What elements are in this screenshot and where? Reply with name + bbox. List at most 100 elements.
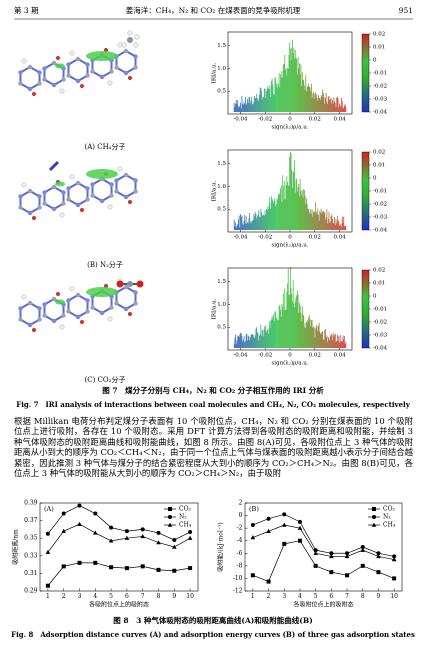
atom <box>61 313 66 318</box>
panel-caption: (A) CH₄分子 <box>84 142 125 151</box>
y-tick-label: 0.5 <box>217 325 226 331</box>
y-tick-label: 0.5 <box>217 207 226 213</box>
legend-label: N₂ <box>179 514 187 521</box>
bond-ring <box>115 49 137 75</box>
data-point <box>250 573 255 578</box>
colorbar-tick-label: -0.03 <box>373 215 388 221</box>
x-tick-label: 0.02 <box>309 117 321 123</box>
atom <box>42 190 47 195</box>
atom <box>51 184 57 190</box>
gas-atom <box>133 42 139 48</box>
x-axis-label: 各吸附位点上的吸附态 <box>293 601 353 609</box>
x-tick-label: 4 <box>93 593 97 600</box>
atom <box>133 290 138 295</box>
atom <box>66 298 71 303</box>
atom <box>66 186 71 191</box>
h-atom <box>21 182 27 188</box>
h-atom <box>59 212 65 218</box>
data-point <box>345 551 350 556</box>
data-point <box>187 535 193 540</box>
o-atom <box>80 320 84 324</box>
x-tick-label: -0.04 <box>233 235 248 241</box>
h-atom <box>69 286 75 292</box>
data-point <box>360 563 365 568</box>
colorbar-tick-label: -0.01 <box>373 189 387 195</box>
gas-atom <box>127 30 133 36</box>
x-tick-label: 0.02 <box>309 353 321 359</box>
atom <box>114 178 119 183</box>
o-atom <box>128 200 132 204</box>
x-tick-label: 2 <box>62 593 66 600</box>
colorbar-tick-label: 0.01 <box>373 281 385 287</box>
series-line <box>47 523 191 553</box>
y-tick-label: -12 <box>233 588 243 595</box>
x-tick-label: 0 <box>288 235 292 241</box>
interaction-region <box>86 169 118 179</box>
h-atom <box>117 166 123 172</box>
atom <box>90 182 95 187</box>
data-point <box>297 525 303 530</box>
atom <box>90 193 95 198</box>
o-atom <box>32 328 36 332</box>
interaction-region <box>55 299 65 305</box>
h-atom <box>107 80 113 86</box>
atom <box>66 309 71 314</box>
atom <box>123 172 129 178</box>
h-atom <box>21 294 27 300</box>
atom <box>27 210 33 216</box>
colorbar-tick-label: 0 <box>373 176 377 182</box>
data-point <box>344 554 350 559</box>
data-point <box>172 568 177 573</box>
data-point <box>329 554 334 559</box>
y-tick-label: 0 <box>239 512 243 519</box>
atom <box>37 306 42 311</box>
colorbar-tick-label: -0.03 <box>373 97 388 103</box>
atom <box>27 322 33 328</box>
colorbar-tick-label: -0.03 <box>373 333 388 339</box>
y-tick-label: 1.0 <box>217 302 226 308</box>
x-tick-label: 0 <box>288 117 292 123</box>
fig7-caption-en: Fig. 7 IRI analysis of interactions betw… <box>16 400 410 409</box>
atom <box>114 301 119 306</box>
colorbar-tick-label: 0 <box>373 294 377 300</box>
y-axis-label: IRI/a.u. <box>212 298 218 319</box>
x-tick-label: 3 <box>282 593 286 600</box>
atom <box>37 205 42 210</box>
x-tick-label: 10 <box>186 593 194 600</box>
data-point <box>282 541 287 546</box>
x-tick-label: 5 <box>109 593 113 600</box>
o-atom <box>32 216 36 220</box>
atom <box>42 66 47 71</box>
x-tick-label: -0.02 <box>258 117 272 123</box>
atom <box>109 305 114 310</box>
atom <box>42 313 47 318</box>
data-point <box>45 583 50 588</box>
atom <box>114 65 119 70</box>
atom <box>99 74 105 80</box>
bond-ring <box>91 177 113 203</box>
data-point <box>281 522 287 527</box>
atom <box>27 64 33 70</box>
y-tick-label: 1.5 <box>217 161 226 167</box>
atom <box>66 197 71 202</box>
atom <box>75 202 81 208</box>
x-tick-label: 0.04 <box>333 235 346 241</box>
atom <box>75 56 81 62</box>
atom <box>123 48 129 54</box>
interaction-region <box>55 63 65 69</box>
atom <box>18 205 23 210</box>
atom <box>51 82 57 88</box>
interaction-region <box>86 287 118 297</box>
series-line <box>47 562 191 586</box>
y-tick-label: 0.31 <box>24 570 37 577</box>
interaction-region <box>86 51 118 61</box>
legend-label: CH₄ <box>383 522 396 529</box>
data-point <box>77 503 82 508</box>
panel-caption: (B) N₂分子 <box>87 260 123 269</box>
atom <box>99 198 105 204</box>
atom <box>37 81 42 86</box>
data-point <box>266 579 271 584</box>
data-point <box>109 565 114 570</box>
bond-ring <box>43 185 65 211</box>
